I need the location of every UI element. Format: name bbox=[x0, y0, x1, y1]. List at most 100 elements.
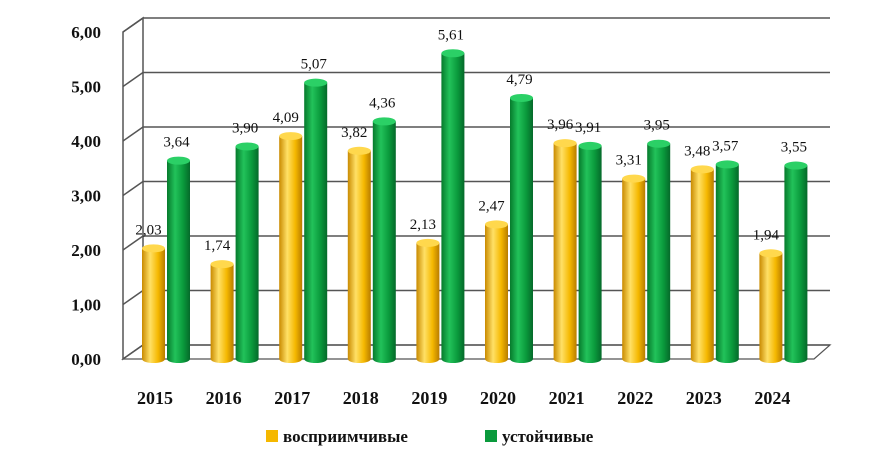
bar-top bbox=[347, 146, 371, 155]
plot-area: 0,00 1,00 2,00 3,00 4,00 5,00 6,00 2,03 3,64 2015… bbox=[71, 16, 832, 408]
bar-base bbox=[304, 355, 328, 363]
data-label: 3,90 bbox=[232, 120, 258, 136]
bar-top bbox=[235, 142, 259, 151]
x-tick-label: 2023 bbox=[686, 388, 722, 408]
data-label: 3,48 bbox=[684, 143, 710, 159]
bar bbox=[372, 121, 396, 359]
bar-base bbox=[553, 355, 577, 363]
bar-base bbox=[485, 355, 508, 363]
bar-base bbox=[441, 355, 465, 363]
bar bbox=[715, 164, 739, 359]
bar-base bbox=[347, 355, 371, 363]
bar-base bbox=[784, 355, 808, 363]
bar-base bbox=[578, 355, 602, 363]
bar bbox=[690, 169, 714, 359]
data-label: 3,91 bbox=[575, 120, 601, 136]
data-label: 4,36 bbox=[369, 95, 396, 111]
bar bbox=[304, 82, 328, 359]
bar-top bbox=[372, 117, 396, 126]
bar bbox=[485, 224, 508, 359]
data-label: 4,79 bbox=[506, 72, 532, 88]
x-tick-label: 2015 bbox=[137, 388, 173, 408]
y-tick-label: 5,00 bbox=[71, 78, 101, 97]
gridline-depth bbox=[122, 126, 144, 142]
bar bbox=[210, 264, 234, 359]
data-label: 5,07 bbox=[301, 57, 328, 73]
gridline-depth bbox=[122, 235, 144, 251]
x-tick-label: 2021 bbox=[549, 388, 585, 408]
y-tick-label: 6,00 bbox=[71, 23, 101, 42]
bar-top bbox=[279, 132, 303, 141]
x-tick-label: 2017 bbox=[274, 388, 310, 408]
data-label: 2,47 bbox=[478, 198, 505, 214]
y-tick-label: 2,00 bbox=[71, 241, 101, 260]
bar-top bbox=[622, 174, 646, 183]
y-tick-label: 3,00 bbox=[71, 187, 101, 206]
bar bbox=[347, 150, 371, 359]
bar bbox=[510, 97, 533, 359]
bar-base bbox=[416, 355, 440, 363]
data-label: 3,64 bbox=[163, 135, 190, 151]
data-label: 4,09 bbox=[273, 110, 299, 126]
bar bbox=[235, 146, 259, 359]
bar-base bbox=[279, 355, 303, 363]
bar-base bbox=[210, 355, 234, 363]
bar bbox=[578, 145, 602, 359]
bar-top bbox=[510, 93, 533, 102]
bar-top bbox=[715, 160, 739, 169]
bar-top bbox=[142, 244, 165, 253]
bar bbox=[622, 178, 646, 359]
bar bbox=[784, 165, 808, 359]
legend-swatch bbox=[266, 430, 278, 442]
data-label: 3,57 bbox=[712, 138, 739, 154]
bar-top bbox=[578, 141, 602, 150]
data-label: 3,55 bbox=[781, 140, 807, 156]
bar-base bbox=[715, 355, 739, 363]
y-tick-label: 1,00 bbox=[71, 296, 101, 315]
bar-top bbox=[759, 249, 783, 258]
gridline-depth bbox=[122, 344, 144, 360]
legend-label: восприимчивые bbox=[283, 427, 408, 446]
y-tick-label: 4,00 bbox=[71, 132, 101, 151]
data-label: 2,13 bbox=[410, 217, 436, 233]
y-tick-label: 0,00 bbox=[71, 350, 101, 369]
bar-base bbox=[647, 355, 671, 363]
bar-top bbox=[553, 139, 577, 148]
data-label: 3,96 bbox=[547, 117, 574, 133]
data-label: 1,94 bbox=[753, 227, 780, 243]
data-label: 5,61 bbox=[438, 27, 464, 43]
data-label: 3,95 bbox=[644, 118, 670, 134]
gridline-depth bbox=[122, 71, 144, 88]
bar-base bbox=[167, 355, 190, 363]
legend-label: устойчивые bbox=[502, 427, 594, 446]
bar bbox=[167, 160, 190, 359]
x-tick-label: 2018 bbox=[343, 388, 379, 408]
bar-base bbox=[510, 355, 533, 363]
bar bbox=[647, 143, 671, 359]
bar-base bbox=[142, 355, 165, 363]
bar bbox=[416, 242, 440, 359]
bar-top bbox=[690, 165, 714, 174]
bar-base bbox=[372, 355, 396, 363]
x-tick-label: 2016 bbox=[206, 388, 242, 408]
bar-top bbox=[167, 156, 190, 165]
legend-swatch bbox=[485, 430, 497, 442]
bar-top bbox=[441, 49, 465, 58]
gridline-depth bbox=[122, 17, 144, 33]
bar-base bbox=[235, 355, 259, 363]
bar-top bbox=[784, 161, 808, 170]
bar-top bbox=[485, 220, 508, 229]
bar-base bbox=[690, 355, 714, 363]
gridline-depth bbox=[122, 289, 144, 306]
gridline-depth bbox=[122, 180, 144, 197]
bar-top bbox=[416, 238, 440, 247]
bar-base bbox=[759, 355, 783, 363]
bar-base bbox=[622, 355, 646, 363]
x-tick-label: 2022 bbox=[617, 388, 653, 408]
data-label: 1,74 bbox=[204, 238, 231, 254]
legend: восприимчивые устойчивые bbox=[266, 427, 594, 446]
data-label: 2,03 bbox=[135, 222, 161, 238]
bar bbox=[553, 143, 577, 359]
bar-top bbox=[647, 139, 671, 148]
bar bbox=[759, 253, 783, 359]
